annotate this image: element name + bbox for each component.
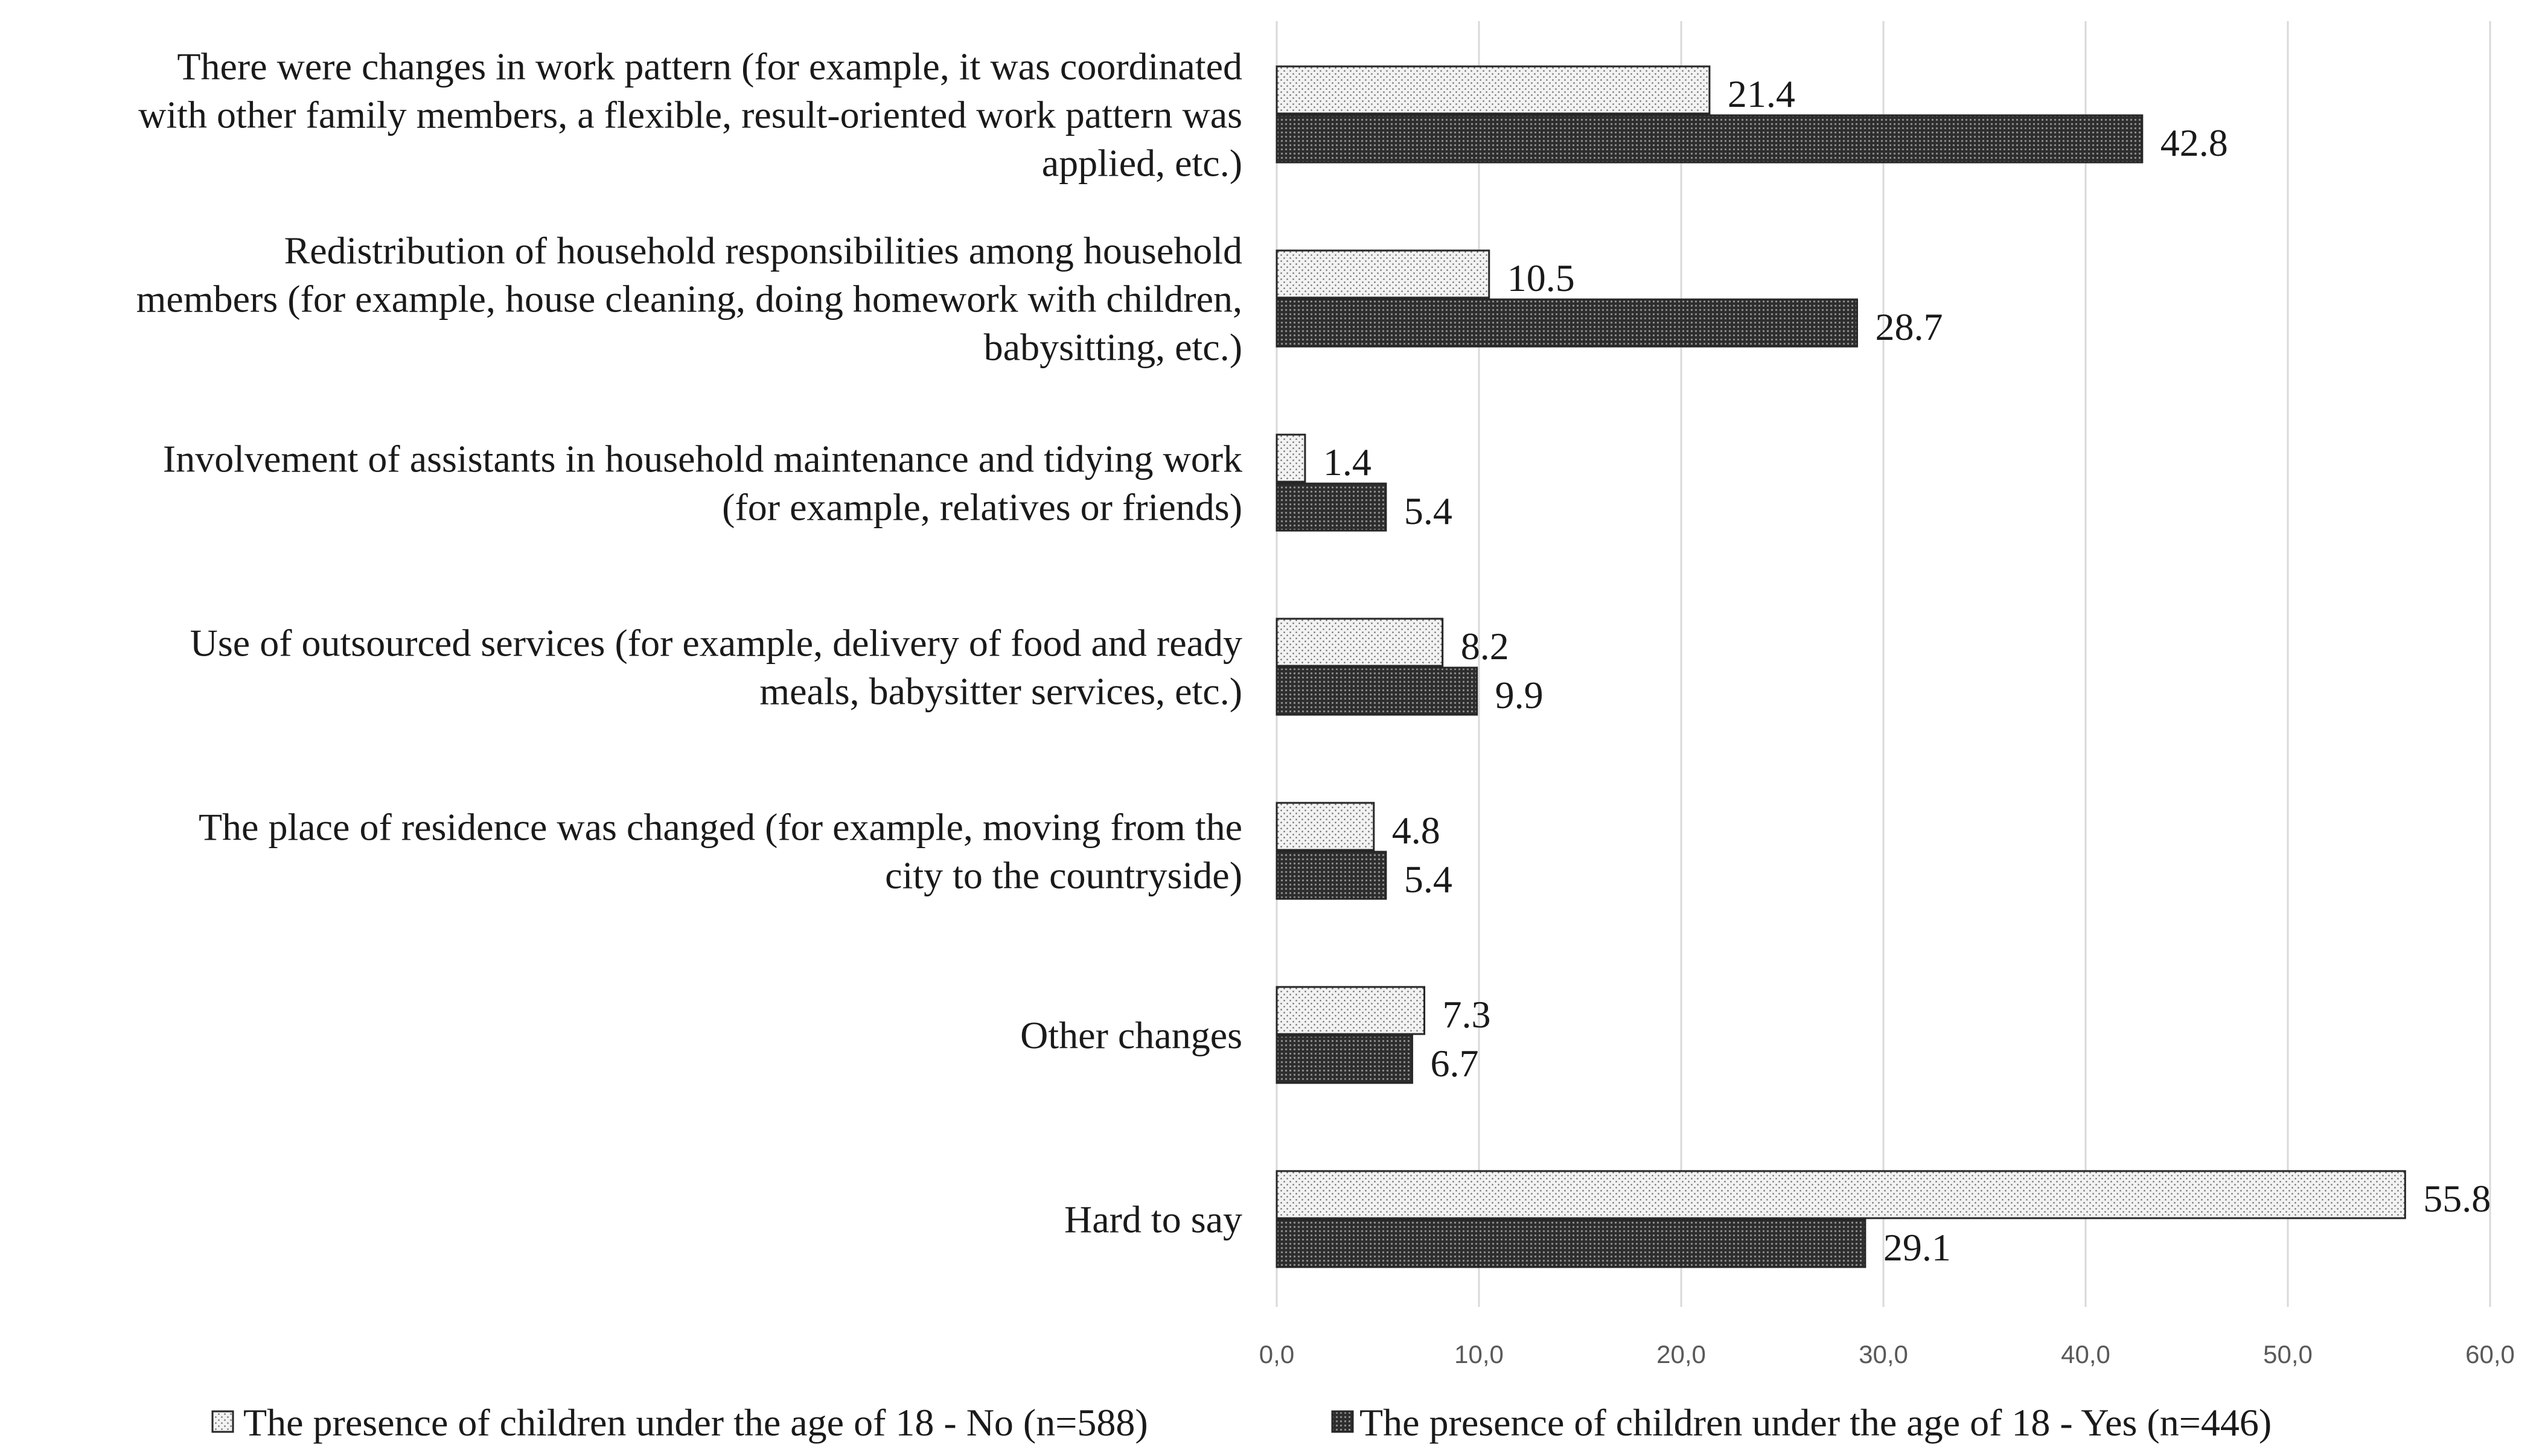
data-label: 28.7 — [1875, 305, 1943, 348]
category-label-line: There were changes in work pattern (for … — [177, 45, 1242, 88]
bar — [1276, 1035, 1413, 1084]
category-label-line: Redistribution of household responsibili… — [284, 229, 1242, 272]
category-label-line: with other family members, a flexible, r… — [138, 94, 1242, 136]
bar — [1276, 1219, 1866, 1268]
data-label: 7.3 — [1443, 993, 1491, 1036]
category-label-line: members (for example, house cleaning, do… — [136, 278, 1242, 321]
bar — [1276, 298, 1858, 348]
legend: The presence of children under the age o… — [211, 1401, 2272, 1444]
category-label-line: city to the countryside) — [885, 854, 1242, 897]
data-label: 8.2 — [1461, 625, 1509, 668]
x-tick-label: 40,0 — [2061, 1340, 2110, 1368]
legend-label: The presence of children under the age o… — [1359, 1401, 2272, 1444]
data-label: 55.8 — [2423, 1177, 2491, 1220]
bar — [1276, 114, 2144, 164]
category-label-line: The place of residence was changed (for … — [199, 806, 1242, 849]
bar — [1276, 482, 1387, 532]
bar — [1276, 851, 1387, 900]
category-label: Use of outsourced services (for example,… — [190, 622, 1242, 713]
x-tick-label: 10,0 — [1454, 1340, 1504, 1368]
category-label-line: meals, babysitter services, etc.) — [759, 670, 1242, 713]
data-label: 4.8 — [1392, 809, 1440, 852]
x-tick-label: 0,0 — [1259, 1340, 1294, 1368]
bar — [1276, 1170, 2406, 1219]
category-label-line: babysitting, etc.) — [984, 326, 1242, 369]
bar — [1276, 433, 1306, 483]
category-label-line: (for example, relatives or friends) — [722, 486, 1242, 529]
legend-label: The presence of children under the age o… — [243, 1401, 1148, 1444]
data-label: 29.1 — [1883, 1226, 1951, 1269]
bars — [1276, 65, 2406, 1268]
data-label: 1.4 — [1323, 441, 1371, 484]
category-label: Involvement of assistants in household m… — [163, 438, 1242, 529]
bar — [1276, 802, 1375, 851]
category-label-line: Use of outsourced services (for example,… — [190, 622, 1242, 665]
data-label: 5.4 — [1404, 490, 1452, 532]
x-tick-label: 20,0 — [1656, 1340, 1706, 1368]
category-label-line: applied, etc.) — [1042, 142, 1242, 185]
bar — [1276, 65, 1711, 115]
category-labels: There were changes in work pattern (for … — [136, 45, 1242, 1241]
legend-swatch — [211, 1410, 234, 1433]
data-labels: 21.4 42.8 10.5 28.7 1.4 5.4 8.2 9.9 4.8 5.4 7.3 6.7… — [1323, 72, 2491, 1269]
bar — [1276, 666, 1478, 716]
x-tick-label: 60,0 — [2465, 1340, 2515, 1368]
bar — [1276, 249, 1490, 299]
category-label: The place of residence was changed (for … — [199, 806, 1242, 897]
data-label: 9.9 — [1495, 674, 1544, 717]
data-label: 21.4 — [1728, 72, 1795, 115]
category-label-line: Involvement of assistants in household m… — [163, 438, 1242, 481]
data-label: 10.5 — [1507, 257, 1575, 299]
category-label-line: Other changes — [1020, 1014, 1242, 1057]
legend-swatch — [1331, 1410, 1354, 1433]
x-axis-tick-labels: 0,0 10,0 20,0 30,0 40,0 50,0 60,0 — [1259, 1340, 2515, 1368]
bar — [1276, 986, 1426, 1035]
bar — [1276, 618, 1444, 667]
category-label: Hard to say — [1064, 1198, 1242, 1241]
x-tick-label: 30,0 — [1859, 1340, 1908, 1368]
category-label: There were changes in work pattern (for … — [138, 45, 1242, 185]
x-tick-label: 50,0 — [2263, 1340, 2313, 1368]
gridlines — [1276, 21, 2491, 1307]
category-label: Redistribution of household responsibili… — [136, 229, 1242, 369]
category-label: Other changes — [1020, 1014, 1242, 1057]
data-label: 42.8 — [2160, 121, 2228, 164]
category-label-line: Hard to say — [1064, 1198, 1242, 1241]
data-label: 6.7 — [1430, 1042, 1478, 1085]
data-label: 5.4 — [1404, 858, 1452, 901]
